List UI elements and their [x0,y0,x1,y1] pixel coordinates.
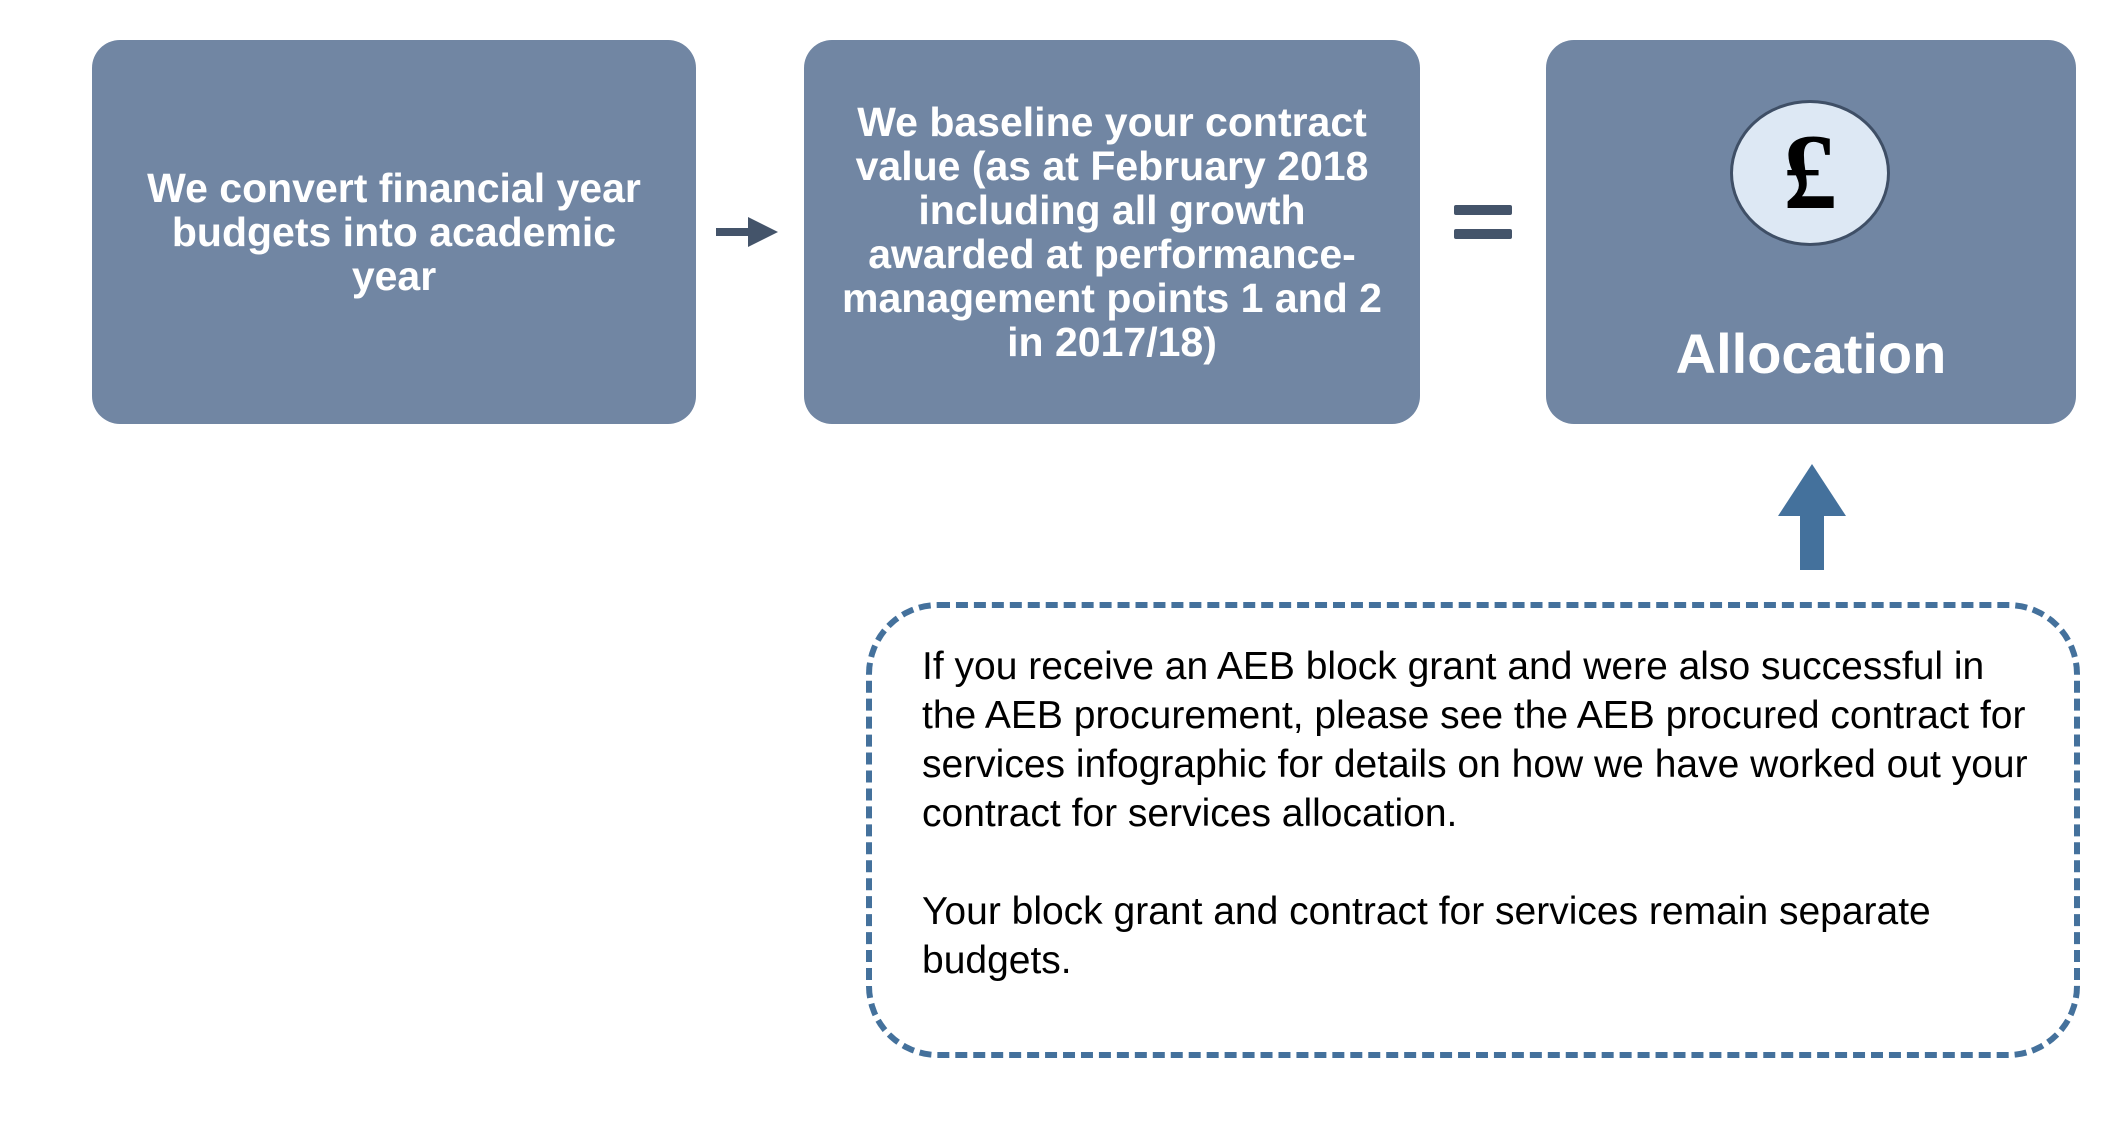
step-convert-budgets-box: We convert financial year budgets into a… [92,40,696,424]
step-baseline-contract-box: We baseline your contract value (as at F… [804,40,1420,424]
arrow-right-icon [716,217,778,247]
note-paragraph-procurement: If you receive an AEB block grant and we… [922,645,2028,835]
block-grant-note: If you receive an AEB block grant and we… [866,602,2080,1058]
allocation-label: Allocation [1675,322,1947,385]
note-paragraph-separate-budgets: Your block grant and contract for servic… [922,890,1931,982]
step-convert-budgets-text: We convert financial year budgets into a… [147,165,641,299]
pound-icon: £ [1730,100,1890,246]
step-baseline-contract-text: We baseline your contract value (as at F… [842,99,1382,365]
equals-icon [1454,205,1512,243]
arrow-up-icon [1778,464,1846,570]
pound-symbol: £ [1783,113,1837,232]
